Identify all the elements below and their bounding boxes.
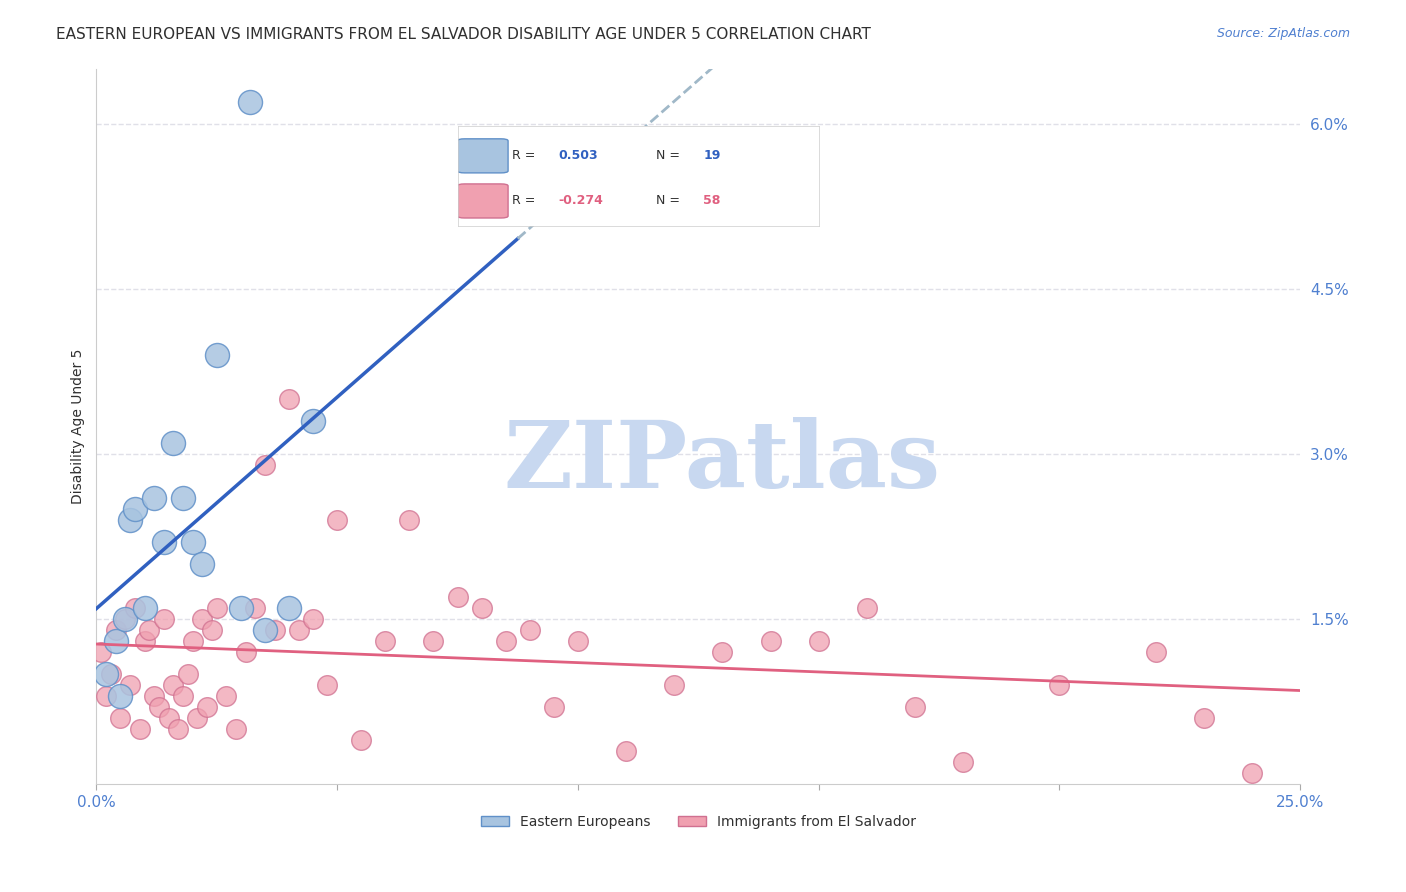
Point [162, 436, 184, 450]
Point [253, 624, 276, 638]
Point [205, 348, 228, 362]
Point [191, 557, 214, 571]
Point [104, 634, 127, 648]
Point [157, 711, 180, 725]
Point [100, 667, 122, 681]
Point [446, 590, 468, 604]
Point [287, 624, 309, 638]
Point [110, 690, 132, 704]
Point [172, 491, 194, 505]
Point [225, 723, 247, 737]
Point [148, 700, 170, 714]
Point [253, 458, 276, 472]
Point [316, 678, 339, 692]
Point [567, 634, 589, 648]
Point [167, 723, 190, 737]
Point [278, 392, 301, 406]
Point [186, 711, 208, 725]
Text: EASTERN EUROPEAN VS IMMIGRANTS FROM EL SALVADOR DISABILITY AGE UNDER 5 CORRELATI: EASTERN EUROPEAN VS IMMIGRANTS FROM EL S… [56, 27, 872, 42]
Point [664, 678, 686, 692]
Point [128, 723, 150, 737]
Text: ZIPatlas: ZIPatlas [503, 417, 941, 508]
Point [374, 634, 396, 648]
Point [205, 601, 228, 615]
Point [110, 711, 132, 725]
Point [124, 502, 146, 516]
Point [495, 634, 517, 648]
Point [181, 634, 204, 648]
Text: Source: ZipAtlas.com: Source: ZipAtlas.com [1216, 27, 1350, 40]
Point [201, 624, 224, 638]
Point [152, 612, 174, 626]
Point [614, 744, 637, 758]
Point [195, 700, 218, 714]
Point [152, 535, 174, 549]
Point [807, 634, 830, 648]
Point [143, 491, 166, 505]
Point [120, 513, 142, 527]
Point [143, 690, 166, 704]
Point [471, 601, 494, 615]
Point [1144, 645, 1167, 659]
Point [120, 678, 142, 692]
Point [114, 612, 136, 626]
Point [138, 624, 160, 638]
Point [1192, 711, 1215, 725]
Y-axis label: Disability Age Under 5: Disability Age Under 5 [72, 349, 86, 504]
Point [134, 601, 156, 615]
Point [1241, 766, 1264, 780]
Point [422, 634, 444, 648]
Point [1049, 678, 1071, 692]
Point [162, 678, 184, 692]
Point [856, 601, 879, 615]
Point [104, 624, 127, 638]
Point [229, 601, 252, 615]
Point [94, 667, 117, 681]
Point [398, 513, 420, 527]
Point [302, 612, 325, 626]
Point [519, 624, 541, 638]
Point [90, 645, 112, 659]
Point [239, 95, 262, 109]
Point [952, 756, 974, 770]
Point [263, 624, 285, 638]
Point [326, 513, 349, 527]
Point [278, 601, 301, 615]
Point [177, 667, 200, 681]
Point [302, 414, 325, 428]
Point [904, 700, 927, 714]
Point [235, 645, 257, 659]
Legend: Eastern Europeans, Immigrants from El Salvador: Eastern Europeans, Immigrants from El Sa… [475, 810, 921, 835]
Point [711, 645, 734, 659]
Point [124, 601, 146, 615]
Point [114, 612, 136, 626]
Point [181, 535, 204, 549]
Point [94, 690, 117, 704]
Point [191, 612, 214, 626]
Point [543, 700, 565, 714]
Point [245, 601, 267, 615]
Point [759, 634, 782, 648]
Point [350, 733, 373, 747]
Point [172, 690, 194, 704]
Point [134, 634, 156, 648]
Point [215, 690, 238, 704]
